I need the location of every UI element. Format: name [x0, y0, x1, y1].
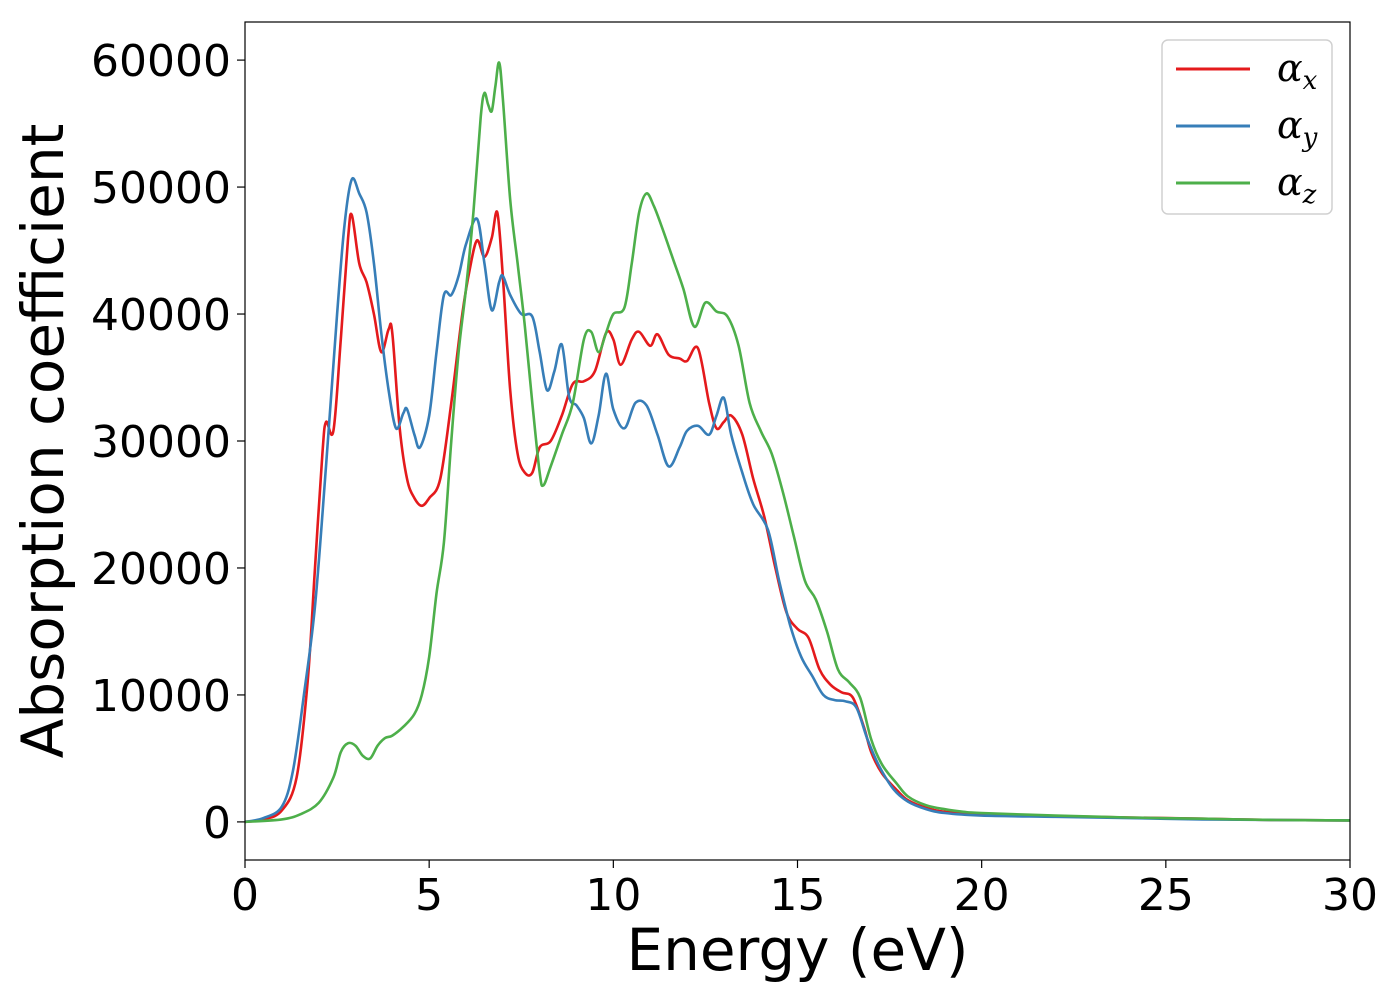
series-line-x — [244, 210, 1351, 824]
legend-symbol: α — [1277, 46, 1303, 90]
legend-symbol: α — [1277, 103, 1303, 147]
x-tick-label: 30 — [1322, 870, 1378, 921]
legend-subscript: y — [1302, 123, 1318, 153]
x-tick-label: 25 — [1138, 870, 1194, 921]
legend-entry-x: αx — [1277, 46, 1318, 96]
x-tick-label: 10 — [585, 870, 641, 921]
y-tick-label: 50000 — [91, 163, 231, 214]
legend-entry-y: αy — [1277, 103, 1318, 153]
x-axis: 0 5 10 15 20 25 30 — [231, 860, 1378, 921]
legend-entry-z: αz — [1277, 160, 1317, 210]
y-tick-label: 20000 — [91, 544, 231, 595]
x-tick-label: 20 — [954, 870, 1010, 921]
series-line-z — [244, 61, 1351, 824]
y-tick-label: 40000 — [91, 290, 231, 341]
series-line-y — [244, 176, 1351, 824]
legend-subscript: z — [1302, 180, 1317, 210]
legend-symbol: α — [1277, 160, 1303, 204]
y-tick-label: 30000 — [91, 417, 231, 468]
y-axis-title: Absorption coefficient — [9, 124, 77, 759]
x-tick-label: 15 — [770, 870, 826, 921]
x-tick-label: 0 — [231, 870, 259, 921]
y-tick-label: 60000 — [91, 36, 231, 87]
y-axis: 0 10000 20000 30000 40000 50000 60000 — [91, 36, 245, 849]
x-axis-title: Energy (eV) — [626, 916, 968, 984]
legend-subscript: x — [1303, 66, 1318, 96]
y-tick-label: 10000 — [91, 671, 231, 722]
y-tick-label: 0 — [203, 798, 231, 849]
x-tick-label: 5 — [415, 870, 443, 921]
series-layer — [244, 61, 1351, 824]
